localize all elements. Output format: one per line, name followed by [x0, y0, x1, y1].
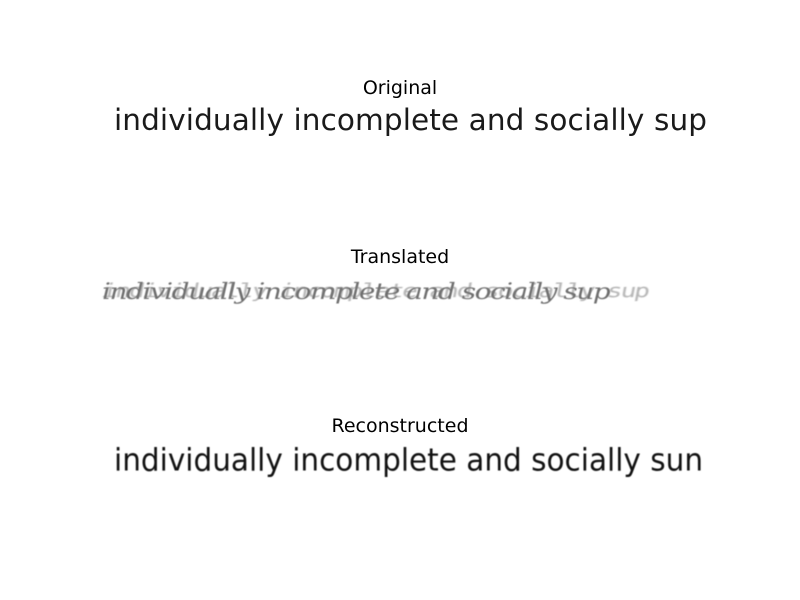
original-text-image: individually incomplete and socially sup	[112, 103, 707, 139]
reconstructed-text: individually incomplete and socially sun	[114, 442, 704, 479]
reconstructed-text-image: individually incomplete and socially sun	[112, 441, 707, 481]
original-title: Original	[362, 77, 438, 99]
original-text: individually incomplete and socially sup	[114, 103, 707, 137]
translated-text-ghost: individually incomplete and socially sup	[99, 280, 651, 303]
reconstructed-title: Reconstructed	[331, 415, 469, 437]
translated-text-image: individually incomplete and socially sup…	[98, 268, 723, 328]
translated-title: Translated	[350, 246, 450, 268]
translated-text: individually incomplete and socially sup	[102, 278, 611, 305]
